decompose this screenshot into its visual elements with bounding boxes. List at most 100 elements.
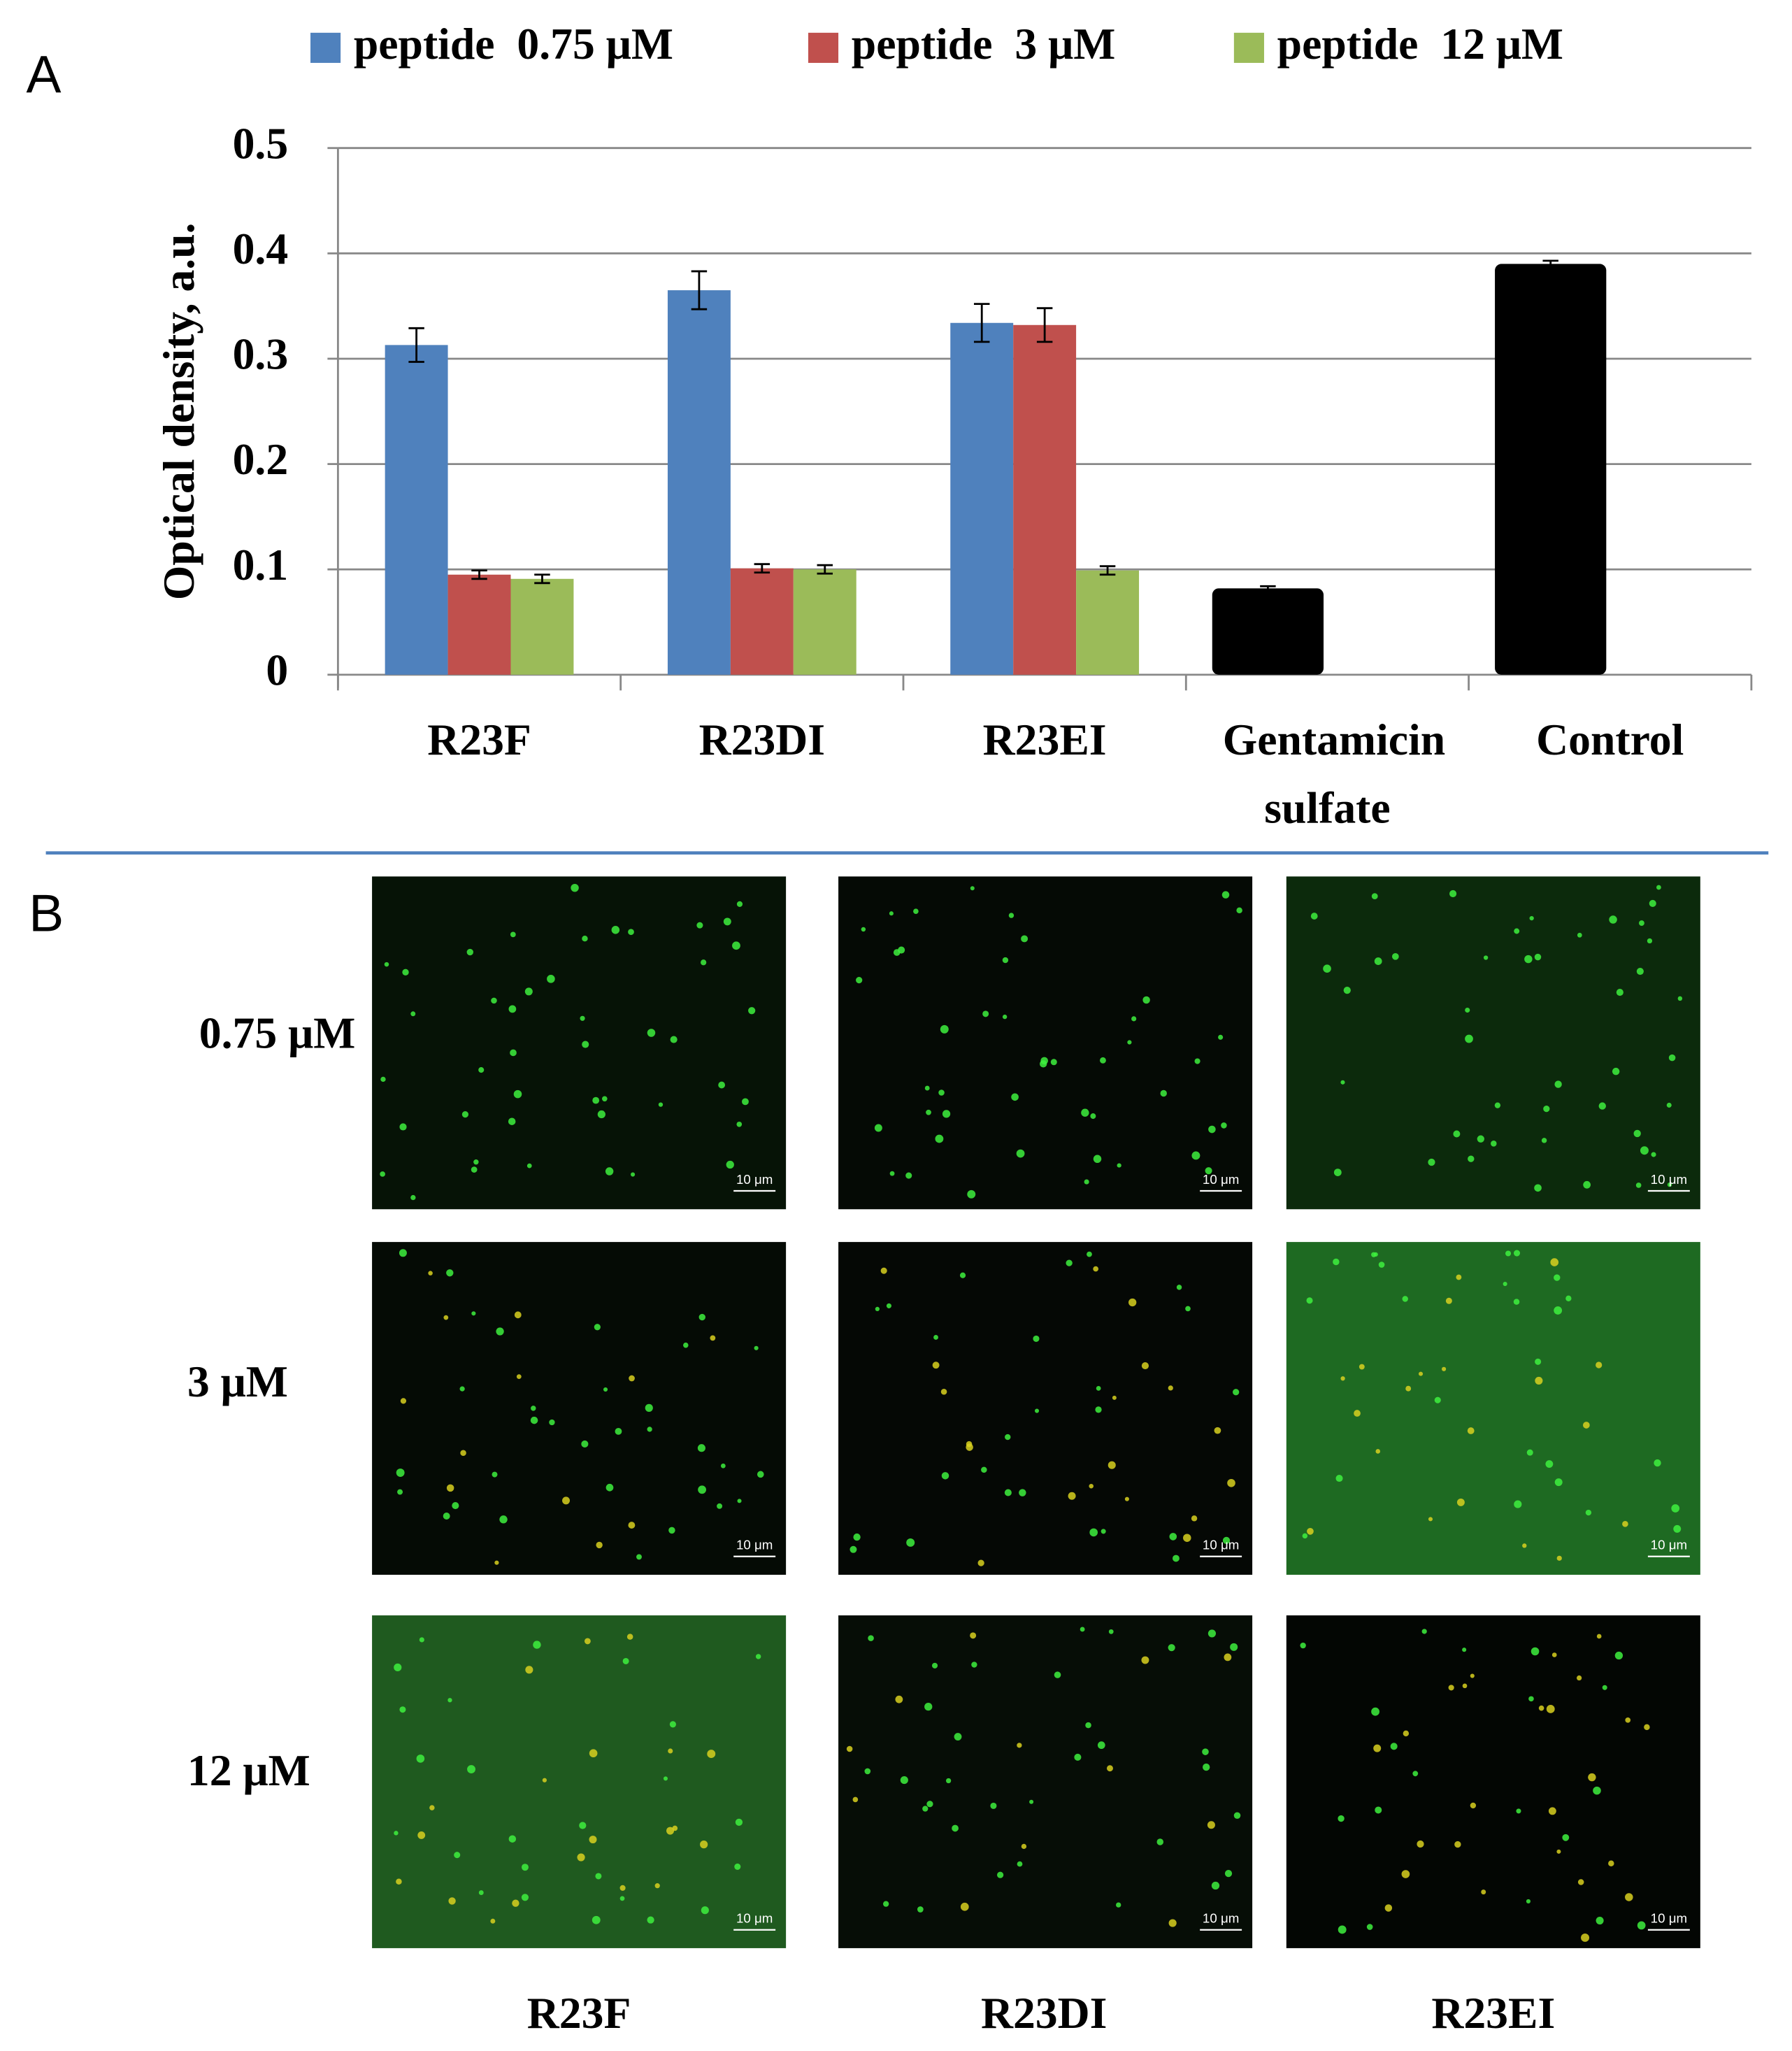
cell-dot <box>696 922 703 929</box>
cell-dot <box>663 1776 668 1781</box>
cell-dot <box>1526 1449 1533 1456</box>
cell-dot <box>1131 1016 1137 1022</box>
panel-label: A <box>26 45 61 103</box>
cell-dot <box>1371 893 1378 900</box>
cell-dot <box>526 1163 532 1169</box>
cell-dot <box>399 1706 406 1713</box>
cell-dot <box>938 1089 945 1096</box>
cell-dot <box>1405 1385 1412 1392</box>
cell-dot <box>977 1559 984 1566</box>
micrograph <box>372 876 787 1210</box>
x-label-box: Control <box>1536 717 1684 765</box>
cell-dot <box>508 1117 516 1125</box>
cell-dot <box>1374 957 1382 965</box>
cell-dot <box>1021 1843 1027 1850</box>
cell-dot <box>1677 996 1683 1001</box>
bar <box>730 568 794 675</box>
cell-dot <box>880 1267 887 1274</box>
cell-dot <box>1168 1385 1173 1391</box>
cell-dot <box>521 1894 529 1901</box>
x-tick-label: R23EI <box>982 716 1107 766</box>
cell-dot <box>882 1901 889 1907</box>
cell-dot <box>905 1172 912 1179</box>
cell-dot <box>1534 953 1542 961</box>
cell-dot <box>1550 1258 1559 1266</box>
cell-dot <box>755 1654 761 1659</box>
cell-dot <box>734 1863 741 1870</box>
cell-dot <box>1456 1498 1465 1506</box>
cell-dot <box>1546 1705 1555 1713</box>
cell-dot <box>1596 1362 1603 1368</box>
cell-dot <box>494 1560 499 1565</box>
cell-dot <box>658 1102 664 1107</box>
cell-dot <box>1080 1627 1085 1632</box>
cell-dot <box>1378 1262 1385 1268</box>
cell-dot <box>496 1327 504 1336</box>
cell-dot <box>510 931 516 938</box>
cell-dot <box>1224 1653 1232 1661</box>
row-label: 0.75 μM <box>199 1008 356 1057</box>
cell-dot <box>647 1916 654 1924</box>
cell-dot <box>723 917 731 926</box>
cell-dot <box>1524 955 1533 964</box>
cell-dot <box>542 1778 547 1782</box>
cell-dot <box>1562 1834 1570 1841</box>
cell-dot <box>736 901 743 907</box>
x-tick-label: R23DI <box>698 716 826 766</box>
cell-dot <box>447 1698 452 1703</box>
cell-dot <box>1373 1252 1378 1257</box>
cell-dot <box>467 1765 475 1773</box>
cell-dot <box>669 1721 676 1728</box>
cell-dot <box>1236 907 1242 914</box>
bar <box>447 574 511 675</box>
cell-dot <box>512 1899 519 1907</box>
cell-dot <box>446 1484 454 1492</box>
cell-dot <box>584 1638 591 1645</box>
cell-dot <box>1168 1644 1175 1652</box>
cell-dot <box>1505 1250 1512 1257</box>
cell-dot <box>1418 1371 1424 1376</box>
scale-bar-label: 10 μm <box>1651 1911 1687 1926</box>
cell-dot <box>1017 1861 1023 1867</box>
cell-dot <box>1668 1054 1676 1062</box>
cell-dot <box>717 1503 723 1509</box>
cell-dot <box>508 1005 517 1013</box>
cell-dot <box>1359 1364 1365 1370</box>
micrograph <box>838 1242 1253 1575</box>
cell-dot <box>853 1533 861 1541</box>
cell-dot <box>1593 1786 1601 1795</box>
cell-dot <box>473 1159 479 1165</box>
cell-dot <box>1034 1408 1040 1413</box>
cell-dot <box>1090 1113 1096 1120</box>
cell-dot <box>1577 932 1582 938</box>
cell-dot <box>1609 915 1617 924</box>
cell-dot <box>1085 1722 1091 1729</box>
cell-dot <box>718 1081 726 1089</box>
cell-dot <box>710 1335 716 1341</box>
cell-dot <box>1074 1753 1082 1761</box>
y-tick-label: 0.2 <box>233 434 289 484</box>
cell-dot <box>868 1635 874 1641</box>
error-bar <box>408 327 424 363</box>
legend-swatch <box>808 32 839 63</box>
cell-dot <box>959 1272 966 1278</box>
cell-dot <box>1535 1376 1543 1385</box>
cell-dot <box>1141 1362 1149 1370</box>
micrograph <box>838 876 1253 1210</box>
cell-dot <box>1513 1250 1521 1257</box>
cell-dot <box>513 1089 522 1099</box>
cell-dot <box>1503 1281 1507 1287</box>
cell-dot <box>1169 1533 1177 1541</box>
cell-dot <box>400 1398 407 1404</box>
cell-dot <box>1141 1656 1149 1664</box>
cell-dot <box>737 1499 742 1503</box>
x-label-box: R23DI <box>698 716 826 766</box>
cell-dot <box>380 1171 385 1177</box>
cell-dot <box>1108 1461 1116 1469</box>
cell-dot <box>1625 1717 1631 1723</box>
cell-dot <box>402 969 409 976</box>
cell-dot <box>1008 913 1015 918</box>
cell-dot <box>886 1303 891 1308</box>
error-bar <box>1542 259 1558 269</box>
